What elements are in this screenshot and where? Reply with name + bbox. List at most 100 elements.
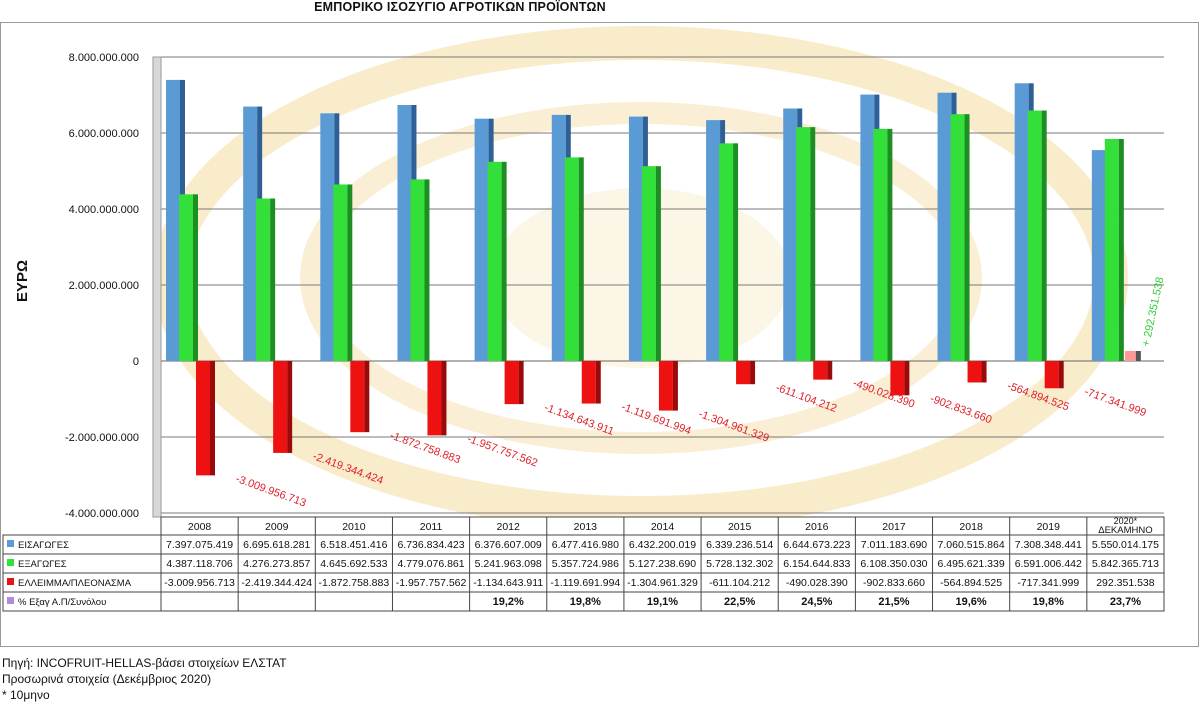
balance-bar-side (210, 361, 215, 476)
import-bar (397, 105, 412, 361)
table-cell: 292.351.538 (1096, 577, 1155, 589)
table-cell: -902.833.660 (863, 577, 925, 589)
balance-annotation: -1.872.758.883 (388, 430, 462, 467)
balance-bar (813, 361, 828, 380)
import-bar (474, 118, 489, 361)
balance-bar (427, 361, 442, 436)
balance-bar (273, 361, 288, 453)
x-tick-label: 2010 (342, 521, 366, 533)
chart-bars (166, 79, 1141, 476)
balance-annotation: -3.009.956.713 (234, 473, 308, 510)
table-cell: 19,8% (1033, 596, 1064, 608)
table-cell: -1.134.643.911 (473, 577, 543, 589)
table-cell: 5.728.132.302 (706, 558, 773, 570)
export-bar-side (810, 127, 816, 361)
legend-swatch (7, 540, 14, 547)
table-cell: 6.376.607.009 (475, 539, 542, 551)
balance-bar (1044, 361, 1059, 389)
table-cell: 19,1% (647, 596, 678, 608)
export-bar-side (964, 114, 970, 362)
table-cell: -611.104.212 (709, 577, 770, 589)
table-cell: 23,7% (1110, 596, 1141, 608)
table-cell: -717.341.999 (1017, 577, 1079, 589)
y-tick-label: 0 (133, 356, 139, 368)
balance-bar (196, 361, 210, 476)
table-cell: 5.842.365.713 (1092, 558, 1159, 570)
table-cell: 6.644.673.223 (783, 539, 850, 551)
import-bar (706, 120, 721, 361)
watermark-inner-ring (300, 102, 982, 454)
balance-bar-side (981, 361, 987, 383)
table-cell: -3.009.956.713 (164, 577, 235, 589)
legend-label: % Εξαγ Α.Π/Συνόλου (18, 597, 106, 608)
export-bar-side (501, 161, 507, 361)
footnote-text: * 10μηνο (2, 688, 50, 702)
table-cell: 22,5% (724, 596, 755, 608)
import-bar (860, 94, 875, 362)
table-cell: 19,8% (570, 596, 601, 608)
export-bar-side (578, 157, 584, 361)
table-cell: 5.550.014.175 (1092, 539, 1159, 551)
table-cell: 7.397.075.419 (166, 539, 233, 551)
export-bar (333, 184, 348, 361)
chart-svg: 8.000.000.000 6.000.000.000 4.000.000.000 2… (2, 26, 1166, 612)
y-tick-label: -4.000.000.000 (65, 508, 139, 520)
source-text: Πηγή: INCOFRUIT-HELLAS-βάσει στοιχείων Ε… (2, 656, 287, 670)
export-bar-side (733, 143, 739, 361)
y-tick-label: 2.000.000.000 (69, 280, 139, 292)
y-tick-label: 8.000.000.000 (69, 52, 139, 64)
legend-swatch (7, 559, 14, 566)
balance-bar (658, 361, 673, 411)
table-cell: -564.894.525 (940, 577, 1002, 589)
import-bar (628, 116, 643, 361)
export-bar (873, 128, 888, 361)
export-bar (719, 143, 734, 361)
table-cell: -490.028.390 (786, 577, 848, 589)
legend-swatch (7, 597, 14, 604)
export-bar-side (1118, 138, 1124, 361)
balance-bar (967, 361, 982, 383)
balance-bar-side (441, 361, 447, 436)
table-cell: 24,5% (801, 596, 832, 608)
table-cell: -2.419.344.424 (241, 577, 312, 589)
balance-bar (350, 361, 365, 433)
balance-bar (1124, 351, 1136, 361)
y-tick-label: -2.000.000.000 (65, 432, 139, 444)
balance-bar (581, 361, 596, 404)
export-bar-side (887, 128, 893, 361)
chart-title: ΕΜΠΟΡΙΚΟ ΙΣΟΖΥΓΙΟ ΑΓΡΟΤΙΚΩΝ ΠΡΟΪΟΝΤΩΝ (314, 0, 606, 14)
y-axis-ticks: 8.000.000.000 6.000.000.000 4.000.000.000 2… (65, 52, 139, 520)
table-cell: 6.477.416.980 (552, 539, 619, 551)
chart-frame: 8.000.000.000 6.000.000.000 4.000.000.000 2… (0, 22, 1199, 647)
table-cell: 7.011.183.690 (861, 539, 928, 551)
balance-annotation: + 292.351.538 (1140, 276, 1166, 348)
import-bar (783, 108, 798, 362)
x-tick-label: 2009 (265, 521, 289, 533)
x-tick-label: 2020* (1114, 516, 1138, 526)
table-cell: 4.387.118.706 (166, 558, 233, 570)
import-bar (243, 106, 258, 362)
legend-label: ΕΛΛΕΙΜΜΑ/ΠΛΕΟΝΑΣΜΑ (18, 578, 132, 589)
table-cell: 6.339.236.514 (706, 539, 773, 551)
balance-bar-side (1135, 351, 1141, 361)
export-bar (950, 114, 965, 362)
y-axis-label: ΕΥΡΩ (14, 260, 31, 302)
import-bar (937, 92, 952, 362)
table-cell: 6.432.200.019 (629, 539, 696, 551)
x-tick-label: ΔΕΚΑΜΗΝΟ (1098, 525, 1152, 536)
import-bar (1014, 83, 1029, 361)
table-cell: 6.736.834.423 (397, 539, 464, 551)
table-cell: 6.591.006.442 (1015, 558, 1082, 570)
balance-bar-side (904, 361, 910, 396)
balance-bar-side (1058, 361, 1064, 389)
balance-bar-side (750, 361, 756, 385)
balance-bar-side (672, 361, 678, 411)
x-tick-label: 2011 (420, 521, 443, 533)
import-bar (320, 113, 335, 361)
balance-bar-side (827, 361, 833, 380)
export-bar (256, 198, 271, 361)
balance-annotation: -717.341.999 (1083, 386, 1148, 419)
y-tick-label: 4.000.000.000 (69, 204, 139, 216)
table-cell: -1.119.691.994 (550, 577, 620, 589)
x-tick-label: 2008 (188, 521, 212, 533)
